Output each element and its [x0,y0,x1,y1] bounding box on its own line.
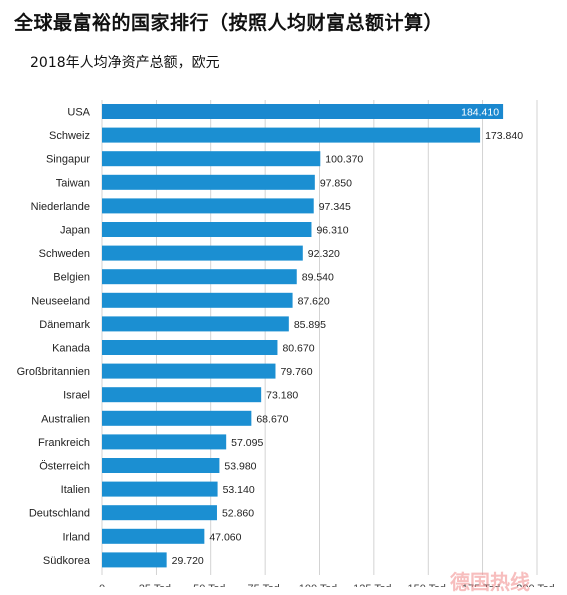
category-label: Singapur [46,154,90,166]
x-tick-label: 200 Tsd. [516,583,557,587]
value-label: 52.860 [222,508,254,520]
bar [102,198,314,214]
bar [102,316,289,332]
x-tick-label: 150 Tsd. [408,583,449,587]
value-label: 96.310 [316,225,348,237]
bar [102,245,303,261]
category-label: Dänemark [39,319,90,331]
category-label: Südkorea [43,555,91,567]
category-label: Schweiz [49,130,90,142]
category-label: Israel [63,390,90,402]
chart-title: 全球最富裕的国家排行（按照人均财富总额计算） [14,12,444,34]
category-label: Japan [60,225,90,237]
x-tick-label: 175 Tsd. [462,583,503,587]
value-label: 89.540 [302,272,334,284]
category-label: Belgien [53,272,90,284]
x-tick-label: 125 Tsd. [353,583,394,587]
x-tick-label: 0 [99,583,105,587]
category-label: Frankreich [38,437,90,449]
value-label: 97.345 [319,201,351,213]
category-label: Neuseeland [31,295,90,307]
category-label: USA [67,107,90,119]
bar [102,292,293,308]
watermark-logo: 德国热线 [450,570,530,594]
bar [102,269,297,285]
value-label: 80.670 [282,343,314,355]
category-label: Schweden [39,248,90,260]
category-label: Deutschland [29,508,90,520]
bar [102,127,481,143]
value-label: 73.180 [266,390,298,402]
x-tick-label: 25 Tsd. [139,583,174,587]
bar [102,434,227,450]
bar [102,552,167,568]
value-label: 184.410 [461,107,499,119]
bar [102,340,278,355]
bar [102,481,218,497]
bar [102,151,321,167]
value-label: 53.140 [223,484,255,496]
value-label: 47.060 [209,531,241,543]
chart-subtitle: 2018年人均净资产总额，欧元 [30,55,220,71]
value-label: 85.895 [294,319,326,331]
value-label: 100.370 [325,154,363,166]
bar [102,174,315,190]
category-label: Kanada [52,343,91,355]
value-label: 173.840 [485,130,523,142]
bar [102,528,205,544]
x-tick-label: 75 Tsd. [247,583,282,587]
category-label: Österreich [39,461,90,473]
category-label: Irland [62,531,90,543]
bar [102,505,217,521]
value-label: 29.720 [172,555,204,567]
category-label: Italien [61,484,90,496]
bar [102,387,262,403]
x-tick-label: 100 Tsd. [299,583,340,587]
category-label: Niederlande [31,201,90,213]
value-label: 92.320 [308,248,340,260]
value-label: 97.850 [320,177,352,189]
bar [102,104,504,119]
bar [102,363,276,379]
bar [102,222,312,237]
value-label: 68.670 [256,413,288,425]
value-label: 53.980 [224,461,256,473]
category-label: Australien [41,413,90,425]
x-tick-label: 50 Tsd. [193,583,228,587]
value-label: 79.760 [280,366,312,378]
bar [102,458,220,473]
value-label: 87.620 [298,295,330,307]
category-label: Taiwan [56,177,90,189]
category-label: Großbritannien [17,366,90,378]
bar [102,410,252,426]
value-label: 57.095 [231,437,263,449]
